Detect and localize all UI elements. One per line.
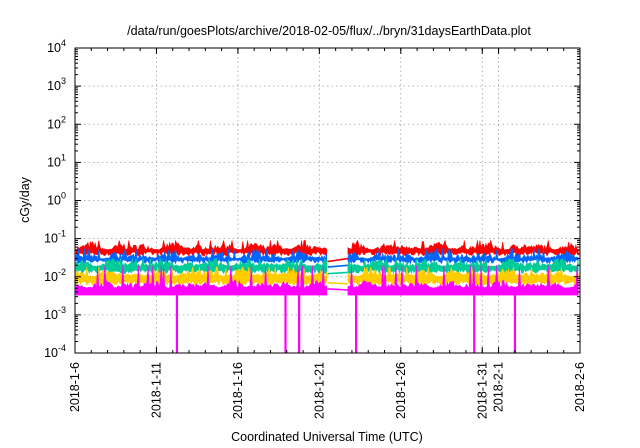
x-tick-labels: 2018-1-6 2018-1-11 2018-1-16 2018-1-21 2018-… [68,362,587,419]
y-tick-label: 103 [47,76,66,93]
y-tick-label: 100 [47,191,66,208]
series-band [75,265,328,296]
y-tick-label: 10-1 [44,229,66,246]
dropout-spike [175,291,179,353]
gap-connector [327,288,348,291]
x-tick-label: 2018-1-31 [475,362,489,419]
dropout-spike [284,291,287,353]
y-tick-label: 102 [47,114,66,131]
gap-connector [327,264,348,268]
series-band [347,265,579,296]
y-tick-label: 104 [47,38,66,55]
dropout-spike [355,291,358,353]
x-tick-label: 2018-2-6 [573,362,587,412]
y-tick-labels: 10-4 10-3 10-2 10-1 100 101 102 103 104 [44,38,66,360]
gap-connector [327,281,348,285]
series-band [347,239,579,257]
x-tick-label: 2018-1-11 [149,362,163,418]
gap-connector [327,257,348,263]
x-tick-label: 2018-1-16 [231,362,245,419]
x-tick-label: 2018-2-1 [492,362,506,412]
grid [75,48,580,353]
dropout-spike [473,291,476,353]
y-tick-label: 10-3 [44,305,66,322]
y-tick-label: 10-4 [44,343,66,360]
dropout-spike [297,291,301,353]
gap-connector [327,271,348,275]
y-axis-label: cGy/day [18,176,32,223]
x-tick-label: 2018-1-26 [394,362,408,419]
ticks [74,47,581,354]
y-tick-label: 10-2 [44,267,66,284]
x-axis-label: Coordinated Universal Time (UTC) [231,430,423,444]
chart-title: /data/run/goesPlots/archive/2018-02-05/f… [127,24,531,38]
dropout-spike [513,291,517,353]
x-tick-label: 2018-1-6 [68,362,82,412]
y-tick-label: 101 [47,152,66,169]
plot-series [75,239,579,353]
x-tick-label: 2018-1-21 [312,362,326,419]
